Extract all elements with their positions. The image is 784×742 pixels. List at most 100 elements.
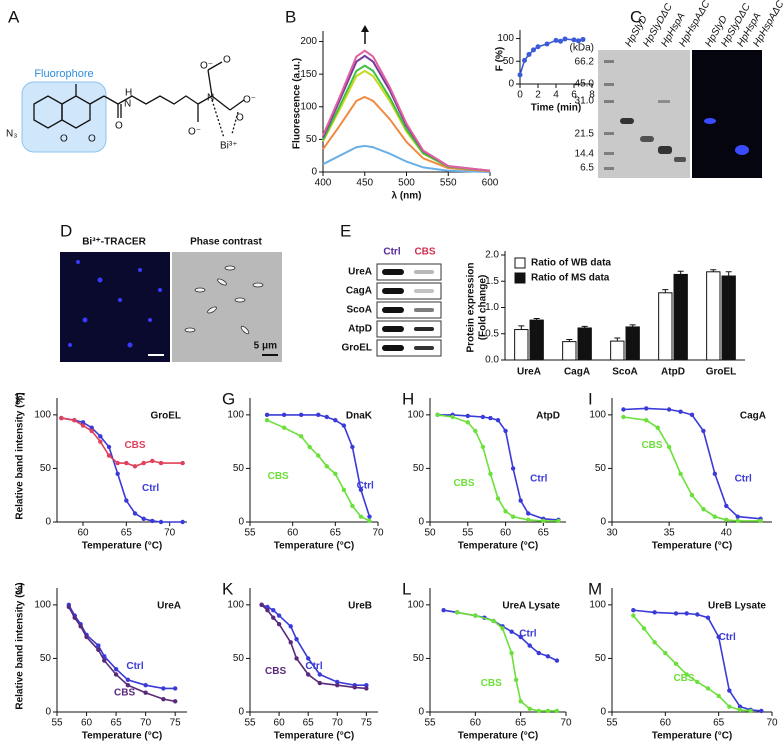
image-title: Phase contrast bbox=[190, 237, 262, 248]
mw-label: 14.4 bbox=[575, 149, 595, 160]
point bbox=[488, 415, 493, 421]
fluorescence-image bbox=[60, 252, 170, 362]
y-tick-label: 0 bbox=[600, 517, 606, 528]
error-bar bbox=[662, 289, 669, 293]
band bbox=[382, 345, 404, 351]
y-tick-label: 100 bbox=[227, 599, 244, 610]
series-label: CBS bbox=[268, 471, 289, 482]
panel-letter: F bbox=[15, 389, 25, 408]
gel-fluorescence-bands bbox=[704, 118, 749, 155]
point bbox=[748, 708, 753, 714]
chart-title: UreA bbox=[157, 601, 181, 612]
mw-label: 6.5 bbox=[580, 163, 594, 174]
y-tick-label: 50 bbox=[40, 463, 52, 474]
series-label: CBS bbox=[673, 673, 694, 684]
point bbox=[450, 414, 455, 420]
panel-letter: H bbox=[402, 389, 414, 408]
point bbox=[526, 511, 531, 516]
row-label: CagA bbox=[346, 286, 372, 297]
point bbox=[518, 634, 523, 640]
series-label: Ctrl bbox=[735, 473, 752, 484]
point bbox=[644, 406, 649, 411]
x-tick-label: 60 bbox=[500, 528, 512, 539]
panel-letter: L bbox=[402, 579, 411, 598]
row-label: GroEL bbox=[341, 343, 372, 354]
series-line bbox=[457, 611, 557, 712]
band bbox=[382, 288, 404, 294]
point bbox=[759, 708, 764, 714]
point bbox=[701, 506, 706, 512]
point bbox=[317, 672, 323, 677]
point bbox=[324, 414, 329, 420]
point bbox=[98, 439, 103, 444]
point bbox=[495, 418, 501, 423]
point bbox=[435, 412, 440, 418]
column-label: CBS bbox=[414, 247, 435, 258]
x-tick-label: 65 bbox=[515, 718, 527, 729]
series-label: CBS bbox=[481, 678, 502, 689]
chart-title: AtpD bbox=[536, 411, 560, 422]
point bbox=[712, 514, 718, 519]
point bbox=[324, 464, 329, 469]
row-label: UreA bbox=[348, 267, 372, 278]
point bbox=[364, 686, 369, 691]
x-tick-label: 8 bbox=[589, 90, 595, 101]
x-tick-label: 60 bbox=[470, 718, 482, 729]
y-tick-label: 100 bbox=[300, 101, 317, 112]
series-line bbox=[322, 144, 491, 173]
image-title: Bi³⁺-TRACER bbox=[82, 237, 146, 248]
series-line bbox=[267, 414, 371, 517]
point bbox=[480, 444, 486, 450]
point bbox=[644, 418, 649, 423]
atom: H bbox=[125, 88, 132, 99]
point bbox=[517, 72, 523, 78]
error-bar bbox=[677, 270, 684, 275]
blot-frame bbox=[376, 320, 442, 338]
series-label: CBS bbox=[124, 440, 145, 451]
x-tick-label: ScoA bbox=[612, 367, 638, 378]
y-tick-label: 0 bbox=[238, 707, 244, 718]
y-tick-label: 1.5 bbox=[485, 276, 499, 287]
point bbox=[513, 677, 519, 683]
y-tick-label: 0.5 bbox=[485, 328, 499, 339]
point bbox=[531, 47, 536, 53]
series-line bbox=[61, 417, 183, 523]
point bbox=[510, 466, 516, 471]
point bbox=[141, 516, 146, 521]
y-tick-label: 2.0 bbox=[485, 250, 499, 261]
blot-frame bbox=[376, 339, 442, 357]
point bbox=[641, 626, 647, 631]
y-tick-label: 100 bbox=[407, 409, 424, 420]
y-tick-label: 0 bbox=[45, 707, 51, 718]
x-tick-label: 0 bbox=[517, 90, 523, 101]
point bbox=[113, 672, 119, 677]
x-tick-label: 55 bbox=[244, 528, 256, 539]
point bbox=[305, 656, 311, 661]
row-label: AtpD bbox=[348, 324, 372, 335]
point bbox=[553, 37, 559, 43]
series-line bbox=[322, 49, 491, 172]
atom: O bbox=[115, 121, 123, 132]
point bbox=[125, 677, 131, 683]
x-tick-label: 55 bbox=[424, 718, 436, 729]
bar bbox=[514, 329, 529, 361]
point bbox=[576, 38, 581, 44]
point bbox=[132, 511, 138, 516]
point bbox=[526, 517, 531, 523]
blot-frame bbox=[376, 301, 442, 319]
point bbox=[288, 624, 293, 629]
point bbox=[716, 693, 721, 699]
legend-label: Ratio of WB data bbox=[531, 258, 611, 269]
atom: O⁻ bbox=[200, 61, 213, 72]
bar bbox=[562, 341, 577, 361]
x-tick-label: 70 bbox=[164, 528, 176, 539]
point bbox=[80, 420, 86, 425]
x-tick-label: 450 bbox=[356, 178, 373, 189]
legend-swatch bbox=[514, 257, 526, 269]
point bbox=[358, 514, 364, 519]
series-label: Ctrl bbox=[357, 481, 374, 492]
bar bbox=[625, 326, 640, 361]
point bbox=[335, 683, 340, 688]
x-tick-label: 600 bbox=[482, 178, 499, 189]
point bbox=[96, 643, 101, 648]
